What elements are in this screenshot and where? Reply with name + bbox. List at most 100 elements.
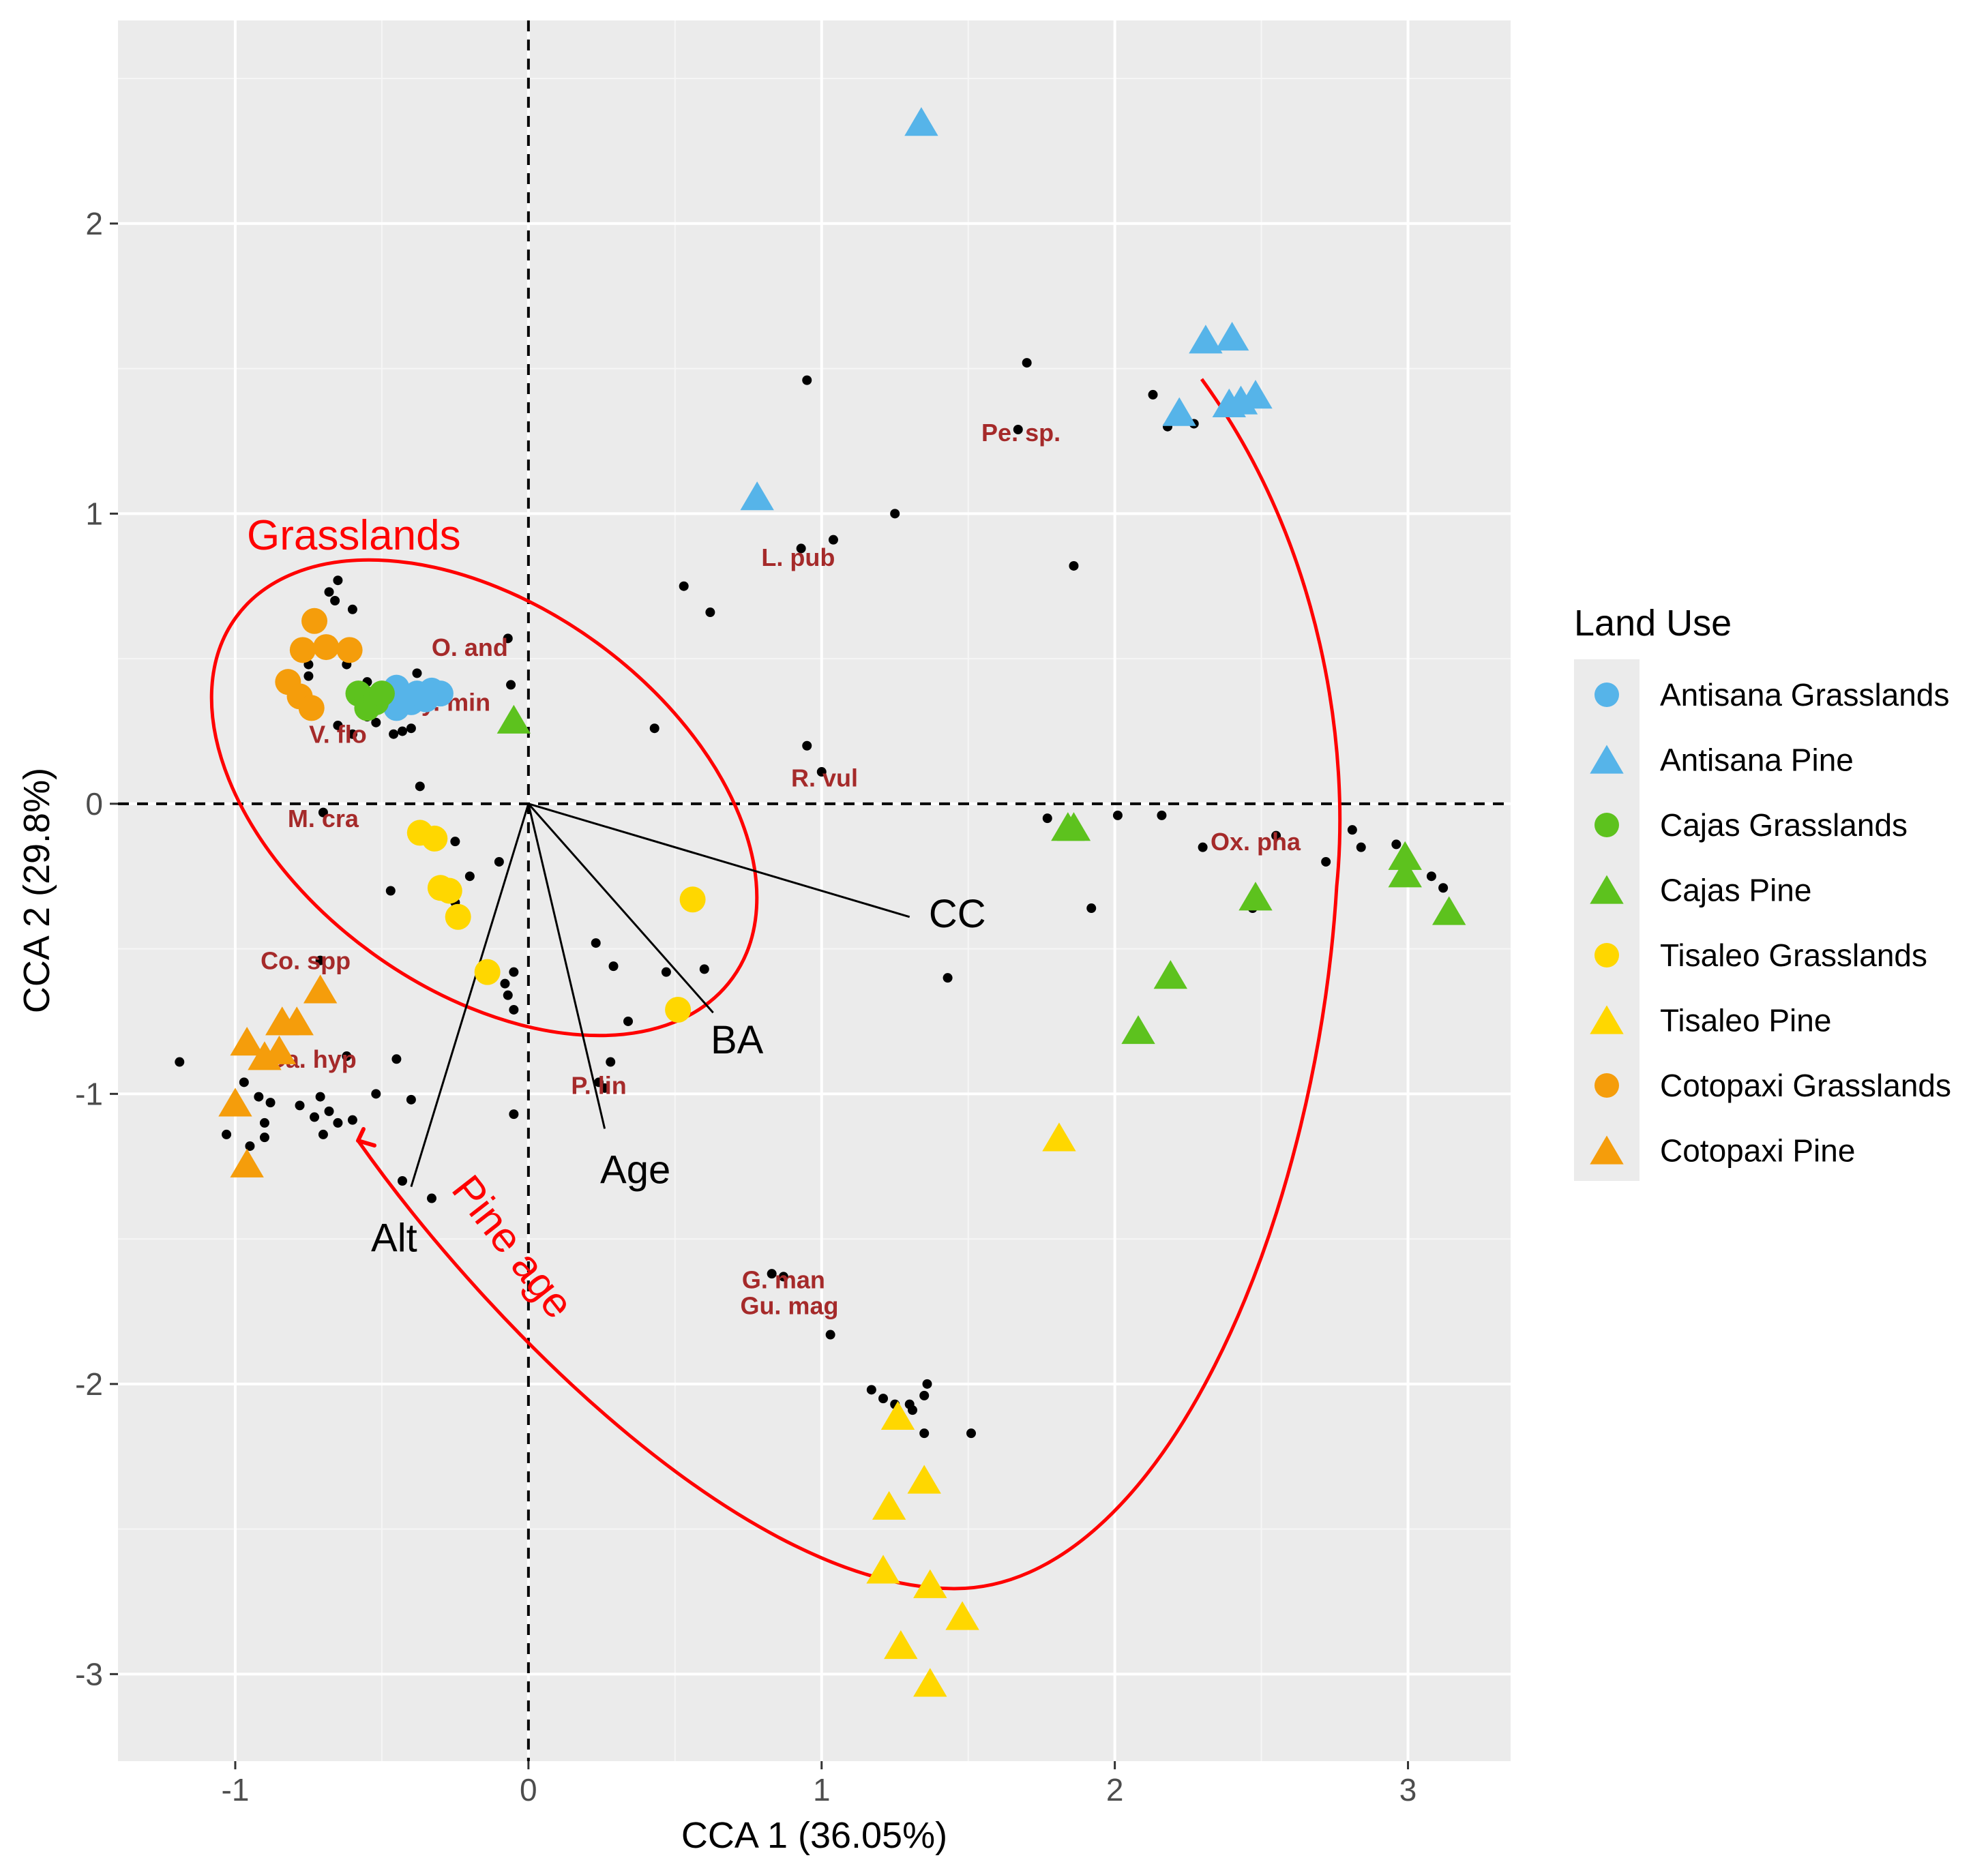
x-tick-label: 0 <box>520 1772 537 1807</box>
site-point <box>945 1601 979 1630</box>
site-point <box>1042 1122 1076 1152</box>
species-point <box>318 807 328 817</box>
site-point <box>230 1027 264 1056</box>
y-axis-title: CCA 2 (29.8%) <box>16 768 57 1013</box>
species-point <box>175 1057 185 1067</box>
legend-label: Cotopaxi Pine <box>1660 1133 1855 1169</box>
legend-key-triangle <box>1590 745 1624 774</box>
site-point <box>368 680 395 707</box>
site-point <box>474 959 501 985</box>
species-point <box>342 1051 352 1062</box>
species-point <box>303 671 314 681</box>
species-label: L. pub <box>761 543 835 571</box>
legend-label: Antisana Grasslands <box>1660 677 1949 712</box>
species-point <box>412 668 422 678</box>
species-point <box>679 581 689 591</box>
species-point <box>415 781 425 792</box>
legend: Land Use Antisana Grasslands Antisana Pin… <box>1574 603 1951 1181</box>
site-point <box>866 1555 900 1584</box>
species-label: P. lin <box>571 1071 626 1099</box>
legend-label: Cajas Pine <box>1660 873 1811 908</box>
env-label-age: Age <box>600 1148 670 1192</box>
species-label: M. cra <box>288 805 359 832</box>
site-point <box>884 1630 918 1660</box>
site-point <box>1215 322 1249 351</box>
species-point <box>464 871 475 882</box>
species-point <box>254 1092 264 1102</box>
site-point <box>1153 960 1188 989</box>
legend-key-circle <box>1594 813 1619 837</box>
species-label: Gu. mag <box>740 1292 838 1320</box>
species-point <box>649 723 659 734</box>
species-point <box>828 535 838 545</box>
species-point <box>966 1428 976 1439</box>
env-vector-ba <box>527 802 714 1014</box>
species-point <box>324 1106 334 1116</box>
legend-key-background <box>1574 659 1640 1181</box>
site-points <box>218 107 1466 1697</box>
species-point <box>330 596 340 605</box>
legend-key-circle <box>1594 1073 1619 1098</box>
species-label: R. vul <box>791 764 858 792</box>
legend-key-triangle <box>1590 1135 1624 1165</box>
species-point <box>1391 839 1401 850</box>
species-point <box>245 1141 255 1151</box>
species-point <box>767 1269 777 1279</box>
species-label: Ox. pha <box>1211 828 1301 856</box>
species-point <box>623 1016 634 1026</box>
species-point <box>778 1272 788 1282</box>
species-point <box>295 1100 305 1111</box>
legend-key-triangle <box>1590 875 1624 904</box>
site-point <box>907 1465 941 1494</box>
site-point <box>436 877 462 904</box>
y-tick-label: -2 <box>75 1366 103 1402</box>
species-point <box>500 978 510 989</box>
species-point <box>1321 856 1331 867</box>
species-point <box>494 856 504 867</box>
species-point <box>389 729 399 739</box>
species-point <box>661 967 671 977</box>
x-tick-label: -1 <box>222 1772 250 1807</box>
x-tick-label: 2 <box>1106 1772 1124 1807</box>
species-point <box>919 1428 930 1439</box>
y-tick-label: 1 <box>85 496 103 531</box>
legend-key-circle <box>1594 943 1619 967</box>
species-point <box>426 1193 436 1203</box>
site-point <box>1238 882 1273 911</box>
species-point <box>239 1077 249 1088</box>
species-point <box>259 1118 269 1128</box>
species-point <box>796 543 806 554</box>
species-point <box>1042 813 1052 824</box>
y-tick-label: -1 <box>75 1076 103 1111</box>
species-point <box>1022 358 1032 368</box>
species-point <box>397 726 407 736</box>
site-point <box>1238 380 1273 409</box>
species-point <box>347 604 357 614</box>
species-point <box>816 767 827 777</box>
site-point <box>496 704 531 734</box>
grasslands-ellipse <box>209 558 759 1038</box>
site-point <box>665 996 692 1023</box>
site-point <box>298 695 325 721</box>
env-label-alt: Alt <box>371 1216 417 1261</box>
species-point <box>1426 871 1436 882</box>
legend-label: Cajas Grasslands <box>1660 807 1908 843</box>
plot-panel <box>118 20 1511 1761</box>
species-point <box>509 967 519 977</box>
species-point <box>385 886 396 896</box>
species-point <box>1069 560 1079 571</box>
species-point <box>919 1390 930 1400</box>
legend-label: Tisaleo Pine <box>1660 1003 1831 1038</box>
species-point <box>222 1129 232 1139</box>
species-point <box>333 1118 343 1128</box>
species-point <box>333 720 343 730</box>
species-point <box>315 955 325 965</box>
env-vector-cc <box>528 802 910 918</box>
legend-label: Tisaleo Grasslands <box>1660 937 1927 973</box>
species-point <box>503 633 513 644</box>
pine-age-curve <box>356 378 1342 1591</box>
axis-ticks: -1 0 1 2 3 -3 -2 -1 0 1 2 <box>75 206 1416 1807</box>
species-label: V. flo <box>309 720 367 748</box>
species-point <box>509 1004 519 1015</box>
site-point <box>445 903 471 930</box>
